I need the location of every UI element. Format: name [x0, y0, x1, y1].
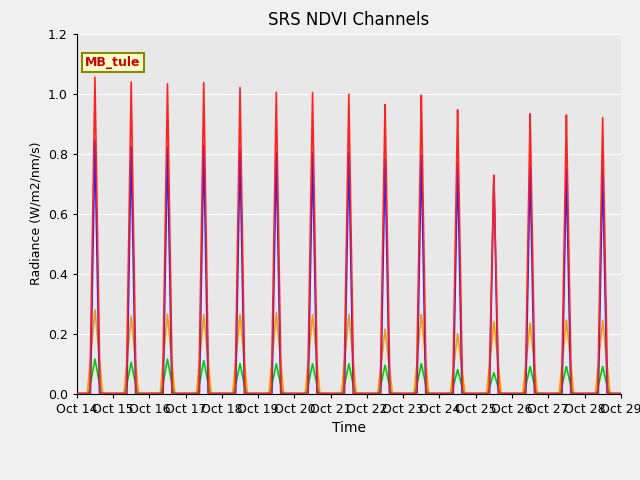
X-axis label: Time: Time: [332, 421, 366, 435]
NDVI_810out: [91, 307, 99, 312]
NDVI_650out: [424, 391, 431, 396]
NDVI_650out: [189, 391, 197, 396]
Y-axis label: Radiance (W/m2/nm/s): Radiance (W/m2/nm/s): [29, 142, 42, 285]
Title: SRS NDVI Channels: SRS NDVI Channels: [268, 11, 429, 29]
NDVI_650out: [184, 391, 191, 396]
NDVI_650in: [189, 391, 197, 396]
NDVI_650out: [615, 391, 623, 396]
NDVI_650out: [501, 391, 509, 396]
NDVI_650out: [91, 356, 99, 362]
NDVI_650out: [617, 391, 625, 396]
NDVI_650in: [73, 391, 81, 396]
NDVI_650out: [73, 391, 81, 396]
Line: NDVI_810in: NDVI_810in: [77, 140, 621, 394]
NDVI_810out: [615, 391, 623, 396]
NDVI_810in: [91, 137, 99, 143]
NDVI_810in: [615, 391, 623, 396]
NDVI_810in: [276, 384, 284, 390]
NDVI_650in: [617, 391, 625, 396]
NDVI_810in: [184, 391, 191, 396]
NDVI_810out: [184, 391, 191, 396]
NDVI_810out: [276, 357, 284, 363]
NDVI_810in: [189, 391, 197, 396]
NDVI_810out: [73, 391, 81, 396]
NDVI_650in: [184, 391, 191, 396]
NDVI_650in: [91, 74, 99, 80]
NDVI_810out: [424, 383, 431, 388]
NDVI_810out: [617, 391, 625, 396]
NDVI_650in: [501, 391, 509, 396]
Line: NDVI_650in: NDVI_650in: [77, 77, 621, 394]
Legend: NDVI_650in, NDVI_810in, NDVI_650out, NDVI_810out: NDVI_650in, NDVI_810in, NDVI_650out, NDV…: [105, 479, 593, 480]
NDVI_810in: [617, 391, 625, 396]
NDVI_810out: [189, 391, 197, 396]
NDVI_810in: [501, 391, 509, 396]
Line: NDVI_810out: NDVI_810out: [77, 310, 621, 394]
NDVI_810out: [501, 391, 509, 396]
NDVI_650in: [424, 391, 431, 396]
NDVI_650in: [276, 350, 284, 356]
NDVI_810in: [424, 391, 431, 396]
Text: MB_tule: MB_tule: [85, 56, 140, 69]
Line: NDVI_650out: NDVI_650out: [77, 359, 621, 394]
NDVI_650in: [615, 391, 623, 396]
NDVI_650out: [276, 381, 284, 387]
NDVI_810in: [73, 391, 81, 396]
